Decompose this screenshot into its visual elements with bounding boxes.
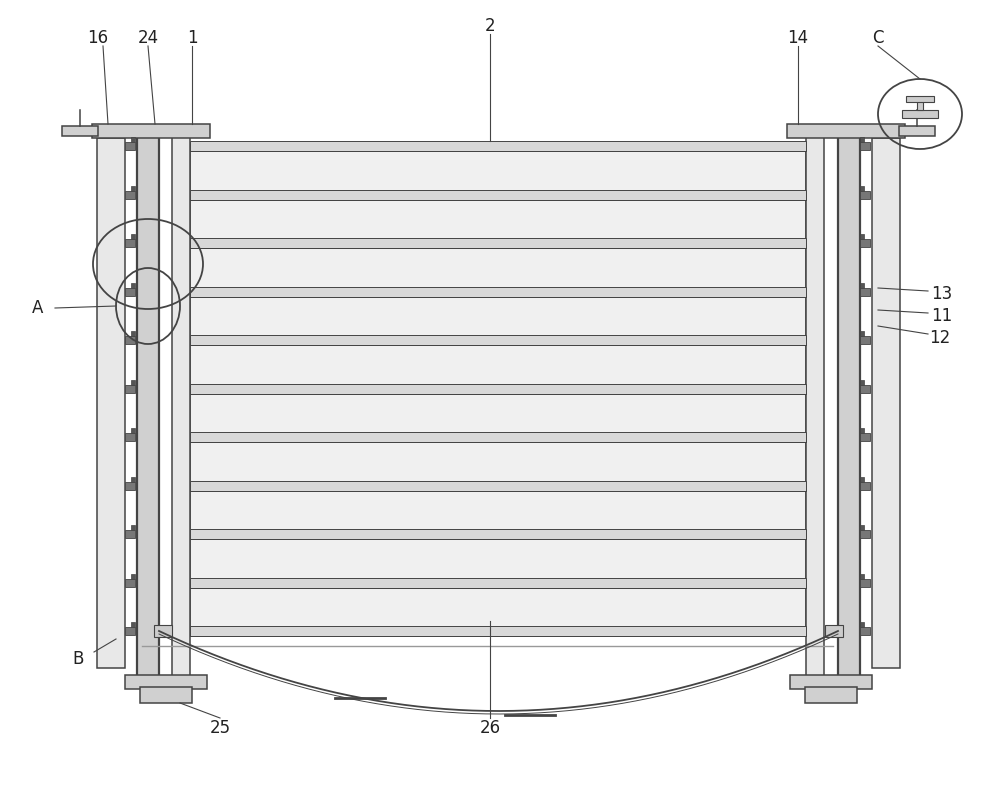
Bar xyxy=(860,336,870,344)
Bar xyxy=(825,625,843,637)
Bar xyxy=(172,126,190,686)
Bar xyxy=(806,126,824,686)
Polygon shape xyxy=(131,428,135,433)
Polygon shape xyxy=(860,331,864,336)
Bar xyxy=(92,124,210,138)
Text: 14: 14 xyxy=(787,29,809,47)
Polygon shape xyxy=(860,282,864,288)
Bar xyxy=(805,687,857,703)
Text: C: C xyxy=(872,29,884,47)
Polygon shape xyxy=(860,234,864,239)
Bar xyxy=(190,578,806,587)
Text: 26: 26 xyxy=(479,719,501,737)
Bar xyxy=(140,687,192,703)
Polygon shape xyxy=(131,622,135,627)
Bar xyxy=(872,138,900,668)
Polygon shape xyxy=(860,574,864,578)
Bar xyxy=(860,482,870,490)
Bar xyxy=(917,100,923,110)
Bar xyxy=(790,675,872,689)
Bar xyxy=(860,239,870,247)
Bar xyxy=(125,675,207,689)
Bar xyxy=(860,530,870,538)
Bar xyxy=(190,238,806,248)
Bar xyxy=(190,384,806,394)
Text: 13: 13 xyxy=(931,285,953,303)
Bar xyxy=(125,530,135,538)
Bar xyxy=(190,480,806,490)
Polygon shape xyxy=(860,428,864,433)
Polygon shape xyxy=(860,380,864,384)
Text: 1: 1 xyxy=(187,29,197,47)
Bar xyxy=(190,287,806,296)
Bar xyxy=(125,142,135,150)
Bar xyxy=(125,288,135,296)
Bar xyxy=(190,432,806,442)
Polygon shape xyxy=(131,185,135,190)
Polygon shape xyxy=(131,137,135,142)
Polygon shape xyxy=(131,476,135,482)
Bar xyxy=(190,335,806,345)
Bar xyxy=(860,433,870,441)
Bar xyxy=(190,146,806,631)
Bar xyxy=(860,288,870,296)
Bar xyxy=(190,189,806,200)
Text: 16: 16 xyxy=(87,29,109,47)
Bar xyxy=(899,126,935,136)
Bar xyxy=(125,384,135,392)
Text: A: A xyxy=(32,299,44,317)
Bar xyxy=(838,126,860,686)
Bar xyxy=(125,627,135,635)
Bar xyxy=(125,482,135,490)
Bar xyxy=(190,141,806,151)
Text: B: B xyxy=(72,650,84,668)
Bar xyxy=(906,96,934,102)
Bar xyxy=(125,578,135,586)
Polygon shape xyxy=(131,282,135,288)
Bar xyxy=(97,138,125,668)
Text: 11: 11 xyxy=(931,307,953,325)
Polygon shape xyxy=(860,476,864,482)
Text: 24: 24 xyxy=(137,29,159,47)
Bar xyxy=(62,126,98,136)
Bar xyxy=(860,627,870,635)
Polygon shape xyxy=(131,380,135,384)
Text: 25: 25 xyxy=(209,719,231,737)
Polygon shape xyxy=(131,525,135,530)
Bar xyxy=(860,384,870,392)
Bar xyxy=(125,239,135,247)
Polygon shape xyxy=(131,234,135,239)
Polygon shape xyxy=(860,622,864,627)
Bar xyxy=(860,578,870,586)
Polygon shape xyxy=(860,525,864,530)
Bar xyxy=(860,142,870,150)
Polygon shape xyxy=(131,331,135,336)
Bar xyxy=(787,124,905,138)
Bar xyxy=(154,625,172,637)
Polygon shape xyxy=(860,137,864,142)
Text: 12: 12 xyxy=(929,329,951,347)
Bar xyxy=(190,529,806,539)
Text: 2: 2 xyxy=(485,17,495,35)
Bar xyxy=(125,433,135,441)
Bar xyxy=(137,126,159,686)
Polygon shape xyxy=(131,574,135,578)
Bar xyxy=(125,336,135,344)
Bar xyxy=(190,626,806,636)
Bar xyxy=(125,190,135,199)
Polygon shape xyxy=(860,185,864,190)
Bar xyxy=(860,190,870,199)
Bar xyxy=(902,110,938,118)
